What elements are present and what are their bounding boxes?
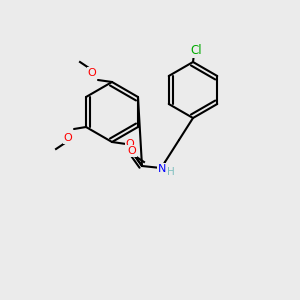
Text: O: O bbox=[126, 139, 134, 149]
Text: Cl: Cl bbox=[190, 44, 202, 56]
Text: N: N bbox=[158, 164, 166, 174]
Text: O: O bbox=[88, 68, 96, 78]
Text: O: O bbox=[128, 146, 136, 156]
Text: O: O bbox=[64, 133, 72, 143]
Text: H: H bbox=[167, 167, 175, 177]
